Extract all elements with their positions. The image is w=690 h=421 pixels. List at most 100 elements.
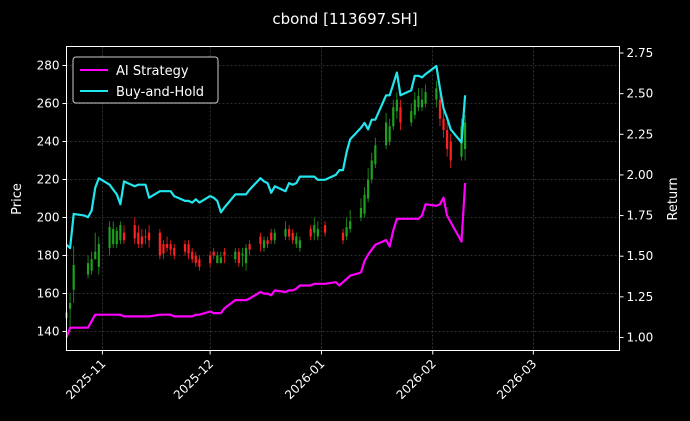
candle-body bbox=[97, 244, 100, 267]
y-tick-label-price: 280 bbox=[37, 59, 60, 73]
candle-body bbox=[262, 240, 266, 248]
candle-body bbox=[140, 236, 144, 245]
y-axis-label-price: Price bbox=[10, 183, 25, 215]
y-tick-label-price: 220 bbox=[37, 173, 60, 187]
candle-body bbox=[68, 303, 72, 309]
candle-body bbox=[463, 122, 467, 150]
candle-body bbox=[424, 92, 427, 104]
candle-body bbox=[237, 251, 240, 264]
y-tick-label-return: 1.25 bbox=[627, 290, 654, 304]
y-tick-label-return: 1.00 bbox=[627, 330, 654, 344]
legend-label-buy-and-hold: Buy-and-Hold bbox=[116, 85, 204, 100]
candle-body bbox=[216, 255, 219, 264]
candle-body bbox=[270, 232, 273, 241]
line-series-group bbox=[65, 64, 467, 338]
candle-body bbox=[359, 208, 363, 218]
candle-body bbox=[309, 228, 312, 237]
y-tick-label-price: 260 bbox=[37, 97, 60, 111]
candle-body bbox=[374, 145, 377, 165]
candle-body bbox=[183, 244, 187, 252]
y-axis-price: 140 160 180 200 220 240 260 280 bbox=[37, 59, 67, 339]
y-tick-label-price: 200 bbox=[37, 211, 60, 225]
chart-title: cbond [113697.SH] bbox=[272, 10, 417, 28]
candle-body bbox=[259, 236, 262, 245]
candle-body bbox=[241, 253, 244, 256]
line-series-buy-and-hold bbox=[65, 64, 467, 250]
candle-body bbox=[173, 247, 176, 256]
candle-body bbox=[162, 244, 165, 254]
candle-body bbox=[442, 118, 445, 131]
legend: AI Strategy Buy-and-Hold bbox=[72, 56, 219, 104]
candle-body bbox=[417, 95, 420, 108]
candle-body bbox=[438, 99, 442, 119]
candle-body bbox=[341, 232, 345, 241]
candle-body bbox=[349, 221, 352, 229]
candle-body bbox=[191, 251, 194, 260]
candle-body bbox=[212, 251, 215, 256]
candle-body bbox=[86, 263, 90, 275]
legend-label-ai-strategy: AI Strategy bbox=[116, 64, 189, 79]
candle-body bbox=[115, 230, 118, 245]
candle-body bbox=[122, 232, 126, 241]
candle-body bbox=[388, 126, 391, 142]
candle-body bbox=[108, 227, 111, 248]
y-tick-label-return: 2.25 bbox=[627, 127, 654, 141]
candle-body bbox=[323, 225, 327, 233]
candle-body bbox=[273, 232, 276, 241]
y-axis-label-return: Return bbox=[666, 177, 681, 220]
candle-body bbox=[209, 255, 212, 264]
candle-body bbox=[395, 99, 398, 112]
candle-body bbox=[449, 141, 452, 161]
y-tick-label-return: 1.50 bbox=[627, 249, 654, 263]
candle-body bbox=[295, 236, 298, 245]
y-tick-label-price: 140 bbox=[37, 325, 60, 339]
y-tick-label-return: 2.50 bbox=[627, 87, 654, 101]
plot-frame bbox=[66, 46, 620, 351]
candle-body bbox=[446, 130, 449, 150]
candle-body bbox=[169, 244, 172, 250]
line-series-ai-strategy bbox=[65, 183, 467, 338]
candle-body bbox=[266, 240, 269, 245]
candle-body bbox=[392, 107, 395, 127]
candle-body bbox=[313, 225, 316, 233]
candle-body bbox=[248, 244, 251, 250]
candle-body bbox=[291, 232, 294, 241]
candle-body bbox=[435, 88, 438, 100]
candle-body bbox=[345, 227, 348, 237]
candle-body bbox=[399, 107, 402, 123]
candle-body bbox=[94, 251, 97, 260]
candle-body bbox=[72, 265, 75, 290]
y-tick-label-return: 1.75 bbox=[627, 209, 654, 223]
y-tick-label-price: 240 bbox=[37, 135, 60, 149]
candle-body bbox=[194, 255, 197, 264]
candle-body bbox=[90, 259, 93, 271]
candle-body bbox=[284, 228, 287, 237]
candle-body bbox=[133, 225, 136, 239]
candle-body bbox=[288, 228, 291, 237]
y-tick-label-price: 160 bbox=[37, 287, 60, 301]
y-tick-label-return: 2.00 bbox=[627, 168, 654, 182]
candle-body bbox=[223, 251, 226, 256]
candle-body bbox=[187, 244, 190, 254]
candle-body bbox=[144, 236, 147, 238]
candle-body bbox=[137, 232, 140, 245]
y-tick-label-price: 180 bbox=[37, 249, 60, 263]
candle-body bbox=[367, 179, 370, 199]
candle-body bbox=[298, 240, 302, 248]
candle-body bbox=[384, 122, 388, 146]
candle-body bbox=[316, 228, 319, 237]
legend-box bbox=[72, 56, 219, 104]
candle-body bbox=[198, 259, 201, 267]
candle-body bbox=[147, 232, 151, 241]
candle-body bbox=[119, 225, 122, 241]
candle-body bbox=[370, 160, 373, 180]
candle-body bbox=[410, 111, 413, 123]
candle-body bbox=[413, 99, 416, 115]
candle-body bbox=[420, 99, 424, 108]
candle-body bbox=[244, 247, 248, 264]
candle-body bbox=[219, 257, 223, 264]
candle-body bbox=[158, 232, 161, 256]
candle-body bbox=[234, 251, 237, 260]
candlestick-series bbox=[65, 80, 467, 332]
